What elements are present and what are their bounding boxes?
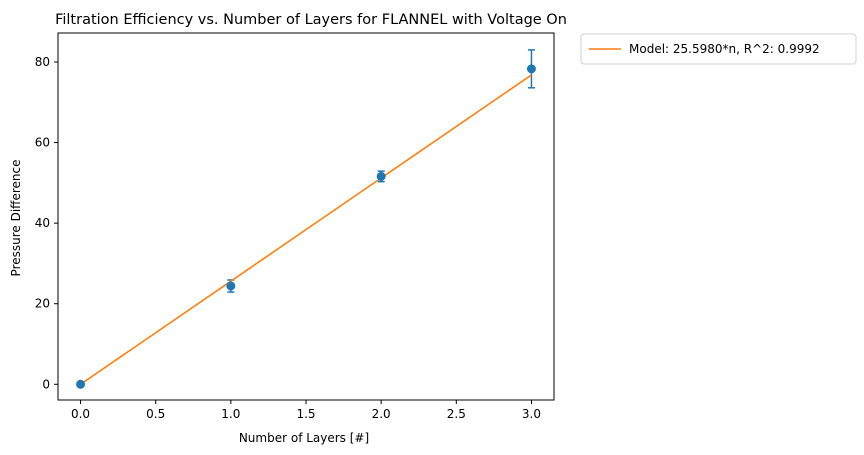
data-point — [376, 171, 386, 181]
y-tick-label: 20 — [35, 297, 50, 311]
y-tick-label: 80 — [35, 55, 50, 69]
legend-entry-model: Model: 25.5980*n, R^2: 0.9992 — [629, 42, 820, 56]
x-tick-label: 2.5 — [447, 407, 466, 421]
x-tick-label: 0.5 — [146, 407, 165, 421]
plot-area — [57, 32, 555, 401]
y-tick-label: 0 — [42, 377, 50, 391]
legend-box — [580, 33, 857, 65]
x-axis: 0.0 0.5 1.0 1.5 2.0 2.5 3.0 — [71, 400, 541, 421]
data-point — [76, 379, 86, 389]
x-tick-label: 0.0 — [71, 407, 90, 421]
chart-title: Filtration Efficiency vs. Number of Laye… — [55, 12, 567, 28]
x-tick-label: 2.0 — [372, 407, 391, 421]
y-axis-label: Pressure Difference — [9, 160, 23, 277]
y-tick-label: 60 — [35, 136, 50, 150]
data-point — [226, 281, 236, 291]
legend: Model: 25.5980*n, R^2: 0.9992 — [580, 33, 857, 65]
data-point — [526, 64, 536, 74]
y-axis: 0 20 40 60 80 — [35, 55, 58, 391]
plot-content — [76, 49, 536, 389]
x-axis-label: Number of Layers [#] — [239, 431, 369, 445]
x-tick-label: 1.0 — [221, 407, 240, 421]
x-tick-label: 3.0 — [522, 407, 541, 421]
y-tick-label: 40 — [35, 216, 50, 230]
x-tick-label: 1.5 — [296, 407, 315, 421]
model-line — [80, 74, 532, 385]
